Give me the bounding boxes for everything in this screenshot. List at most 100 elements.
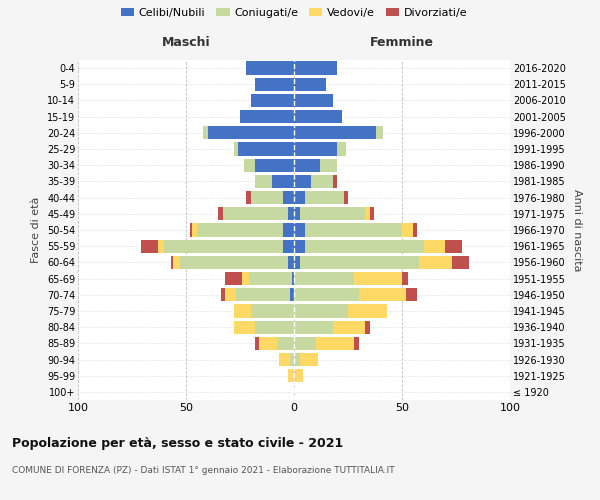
Bar bbox=[287, 256, 294, 269]
Bar bbox=[190, 224, 193, 236]
Bar bbox=[158, 240, 164, 253]
Bar bbox=[294, 288, 359, 302]
Bar bbox=[294, 158, 320, 172]
Bar bbox=[173, 256, 179, 269]
Bar bbox=[292, 272, 294, 285]
Bar bbox=[294, 207, 301, 220]
Bar bbox=[193, 224, 197, 236]
Bar bbox=[413, 224, 417, 236]
Bar bbox=[359, 288, 406, 302]
Bar bbox=[294, 272, 355, 285]
Bar bbox=[290, 288, 294, 302]
Bar bbox=[240, 110, 294, 124]
Bar bbox=[255, 320, 294, 334]
Text: Popolazione per età, sesso e stato civile - 2021: Popolazione per età, sesso e stato civil… bbox=[12, 438, 343, 450]
Bar bbox=[305, 224, 402, 236]
Bar bbox=[305, 191, 344, 204]
Legend: Celibi/Nubili, Coniugati/e, Vedovi/e, Divorziati/e: Celibi/Nubili, Coniugati/e, Vedovi/e, Di… bbox=[121, 8, 467, 18]
Bar bbox=[255, 158, 294, 172]
Bar bbox=[333, 175, 337, 188]
Bar bbox=[294, 240, 305, 253]
Bar bbox=[238, 142, 294, 156]
Bar bbox=[355, 272, 402, 285]
Bar bbox=[294, 224, 305, 236]
Bar bbox=[344, 191, 348, 204]
Bar bbox=[208, 126, 294, 140]
Bar bbox=[294, 320, 333, 334]
Bar bbox=[294, 336, 316, 350]
Bar bbox=[272, 175, 294, 188]
Bar bbox=[244, 158, 255, 172]
Bar bbox=[247, 191, 251, 204]
Bar bbox=[225, 288, 236, 302]
Bar bbox=[294, 369, 296, 382]
Bar bbox=[197, 224, 283, 236]
Bar bbox=[320, 158, 337, 172]
Bar bbox=[348, 304, 387, 318]
Bar bbox=[301, 256, 419, 269]
Bar bbox=[305, 240, 424, 253]
Bar bbox=[242, 272, 248, 285]
Bar bbox=[233, 304, 251, 318]
Bar bbox=[301, 353, 318, 366]
Bar bbox=[333, 320, 365, 334]
Bar bbox=[370, 207, 374, 220]
Bar bbox=[424, 240, 445, 253]
Bar bbox=[419, 256, 452, 269]
Bar bbox=[376, 126, 383, 140]
Bar bbox=[164, 240, 283, 253]
Bar bbox=[294, 191, 305, 204]
Bar bbox=[218, 207, 223, 220]
Bar bbox=[259, 336, 277, 350]
Bar bbox=[316, 336, 355, 350]
Bar bbox=[402, 224, 413, 236]
Bar bbox=[255, 78, 294, 91]
Bar bbox=[406, 288, 417, 302]
Bar bbox=[294, 304, 348, 318]
Bar bbox=[296, 369, 302, 382]
Bar bbox=[251, 304, 294, 318]
Bar bbox=[251, 191, 283, 204]
Bar bbox=[445, 240, 463, 253]
Bar bbox=[402, 272, 409, 285]
Text: Femmine: Femmine bbox=[370, 36, 434, 49]
Bar bbox=[221, 288, 225, 302]
Bar bbox=[355, 336, 359, 350]
Bar bbox=[247, 62, 294, 74]
Bar bbox=[223, 207, 287, 220]
Bar bbox=[294, 78, 326, 91]
Bar bbox=[255, 175, 272, 188]
Bar bbox=[171, 256, 173, 269]
Bar bbox=[140, 240, 158, 253]
Bar bbox=[365, 207, 370, 220]
Bar bbox=[248, 272, 292, 285]
Bar bbox=[294, 175, 311, 188]
Bar bbox=[203, 126, 208, 140]
Bar bbox=[311, 175, 333, 188]
Bar bbox=[294, 256, 301, 269]
Text: Maschi: Maschi bbox=[161, 36, 211, 49]
Bar bbox=[294, 94, 333, 107]
Bar bbox=[337, 142, 346, 156]
Bar bbox=[294, 142, 337, 156]
Bar bbox=[287, 369, 294, 382]
Text: COMUNE DI FORENZA (PZ) - Dati ISTAT 1° gennaio 2021 - Elaborazione TUTTITALIA.IT: COMUNE DI FORENZA (PZ) - Dati ISTAT 1° g… bbox=[12, 466, 395, 475]
Bar bbox=[279, 353, 290, 366]
Bar bbox=[179, 256, 287, 269]
Bar bbox=[287, 207, 294, 220]
Y-axis label: Fasce di età: Fasce di età bbox=[31, 197, 41, 263]
Bar bbox=[452, 256, 469, 269]
Bar bbox=[251, 94, 294, 107]
Bar bbox=[283, 240, 294, 253]
Bar bbox=[233, 142, 238, 156]
Bar bbox=[277, 336, 294, 350]
Bar bbox=[283, 191, 294, 204]
Bar bbox=[283, 224, 294, 236]
Bar bbox=[255, 336, 259, 350]
Y-axis label: Anni di nascita: Anni di nascita bbox=[572, 188, 583, 271]
Bar bbox=[294, 353, 301, 366]
Bar bbox=[294, 126, 376, 140]
Bar bbox=[294, 110, 341, 124]
Bar bbox=[301, 207, 365, 220]
Bar bbox=[365, 320, 370, 334]
